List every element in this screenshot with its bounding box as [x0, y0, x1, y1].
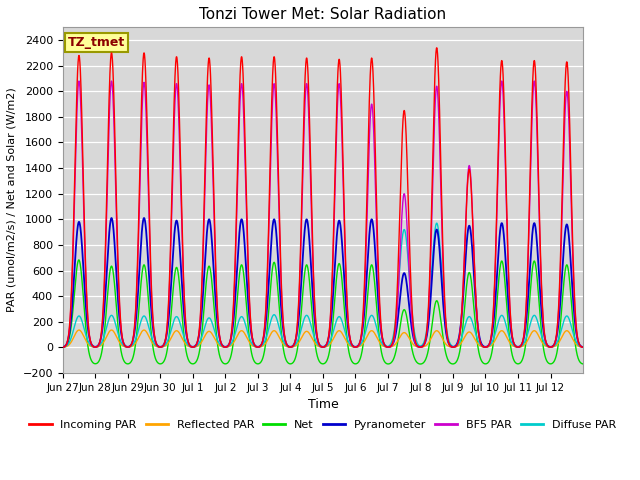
Y-axis label: PAR (umol/m2/s) / Net and Solar (W/m2): PAR (umol/m2/s) / Net and Solar (W/m2): [7, 88, 17, 312]
Title: Tonzi Tower Met: Solar Radiation: Tonzi Tower Met: Solar Radiation: [199, 7, 447, 22]
X-axis label: Time: Time: [307, 398, 339, 411]
Text: TZ_tmet: TZ_tmet: [68, 36, 125, 49]
Legend: Incoming PAR, Reflected PAR, Net, Pyranometer, BF5 PAR, Diffuse PAR: Incoming PAR, Reflected PAR, Net, Pyrano…: [25, 416, 621, 435]
